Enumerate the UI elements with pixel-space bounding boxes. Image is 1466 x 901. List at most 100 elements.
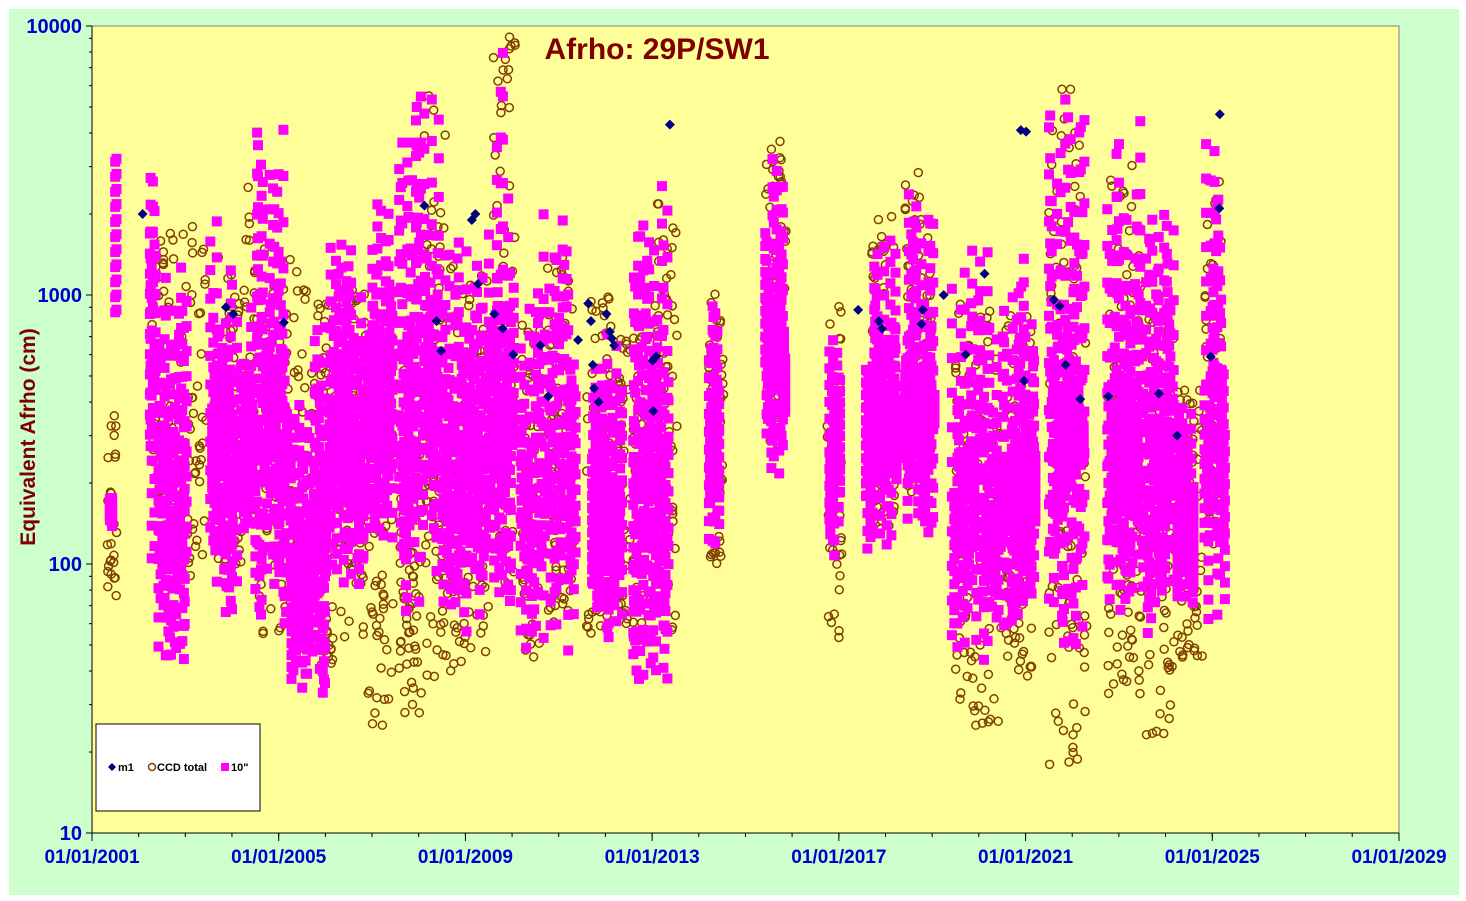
- ten-inch-point: [346, 245, 357, 256]
- ccd-total-point: [111, 590, 121, 601]
- ten-inch-point: [496, 514, 507, 525]
- ten-inch-point: [166, 305, 176, 316]
- ccd-total-point: [886, 211, 897, 222]
- ten-inch-point: [174, 329, 184, 340]
- ccd-total-point: [339, 631, 350, 642]
- ten-inch-point: [256, 204, 266, 215]
- ccd-total-point: [404, 643, 414, 653]
- chart-area: 10 100 1000 10000 01/01/2001 01/01/2005 01/01…: [9, 9, 1459, 895]
- ccd-total-point: [412, 657, 423, 667]
- ten-inch-point: [387, 335, 398, 346]
- ten-inch-point: [181, 496, 192, 507]
- ccd-total-point: [672, 421, 682, 431]
- ten-inch-point: [450, 597, 461, 608]
- ten-inch-point: [211, 576, 222, 587]
- ten-inch-point: [168, 600, 179, 611]
- ccd-total-point: [716, 551, 726, 561]
- ten-inch-point: [418, 519, 428, 530]
- ten-inch-point: [491, 240, 502, 251]
- ten-inch-point: [372, 221, 383, 232]
- ccd-total-point: [1080, 471, 1091, 482]
- ten-inch-point: [397, 258, 408, 269]
- ccd-total-point: [422, 638, 432, 649]
- ccd-total-point: [1197, 651, 1207, 661]
- ten-inch-point: [224, 425, 235, 436]
- ten-inch-point: [205, 522, 216, 533]
- ccd-total-point: [410, 641, 420, 651]
- ten-inch-point: [155, 569, 166, 580]
- ccd-total-point: [488, 52, 499, 63]
- ten-inch-point: [515, 343, 526, 354]
- ccd-total-point: [399, 686, 410, 697]
- ten-inch-point: [225, 595, 236, 606]
- x-minor-ticks: [91, 833, 1400, 837]
- ten-inch-point: [157, 432, 168, 443]
- y-tick-label: 10000: [26, 16, 82, 38]
- ten-inch-point: [483, 229, 494, 240]
- ten-inch-point: [338, 554, 349, 565]
- ten-inch-point: [418, 504, 428, 515]
- ten-inch-point: [257, 250, 268, 261]
- ten-inch-point: [426, 177, 437, 188]
- ten-inch-point: [346, 310, 357, 321]
- ccd-total-point: [258, 628, 268, 639]
- ccd-total-point: [300, 382, 310, 393]
- ten-inch-point: [111, 184, 122, 194]
- ten-inch-point: [146, 455, 157, 466]
- ccd-total-point: [364, 686, 375, 696]
- ten-inch-point: [178, 654, 189, 664]
- ccd-total-point: [388, 598, 398, 609]
- ccd-total-point: [1143, 660, 1154, 670]
- ten-inch-point: [497, 91, 508, 102]
- ten-inch-point: [176, 383, 187, 394]
- ten-inch-point: [153, 641, 164, 652]
- ten-inch-point: [519, 398, 530, 409]
- ten-inch-point: [232, 576, 242, 587]
- ccd-total-point: [650, 300, 660, 311]
- ccd-total-point: [834, 625, 844, 636]
- ccd-total-point: [371, 620, 382, 631]
- ten-inch-point: [166, 615, 176, 626]
- y-tick-label: 100: [49, 554, 82, 576]
- ccd-total-point: [1183, 626, 1193, 636]
- ccd-total-point: [404, 565, 415, 575]
- ten-inch-point: [215, 427, 226, 438]
- ten-inch-point: [257, 287, 268, 298]
- ccd-total-point: [103, 561, 114, 571]
- ten-inch-point: [453, 272, 464, 283]
- ten-inch-point: [477, 302, 488, 313]
- ccd-total-point: [426, 205, 437, 216]
- ten-inch-point: [225, 529, 236, 540]
- ten-inch-point: [426, 219, 437, 230]
- ten-inch-point: [252, 373, 263, 384]
- ten-inch-point: [302, 668, 313, 679]
- ten-inch-point: [146, 553, 157, 564]
- ten-inch-point: [220, 607, 231, 617]
- ten-inch-point: [149, 206, 160, 216]
- ten-inch-point: [505, 464, 515, 475]
- ten-inch-point: [387, 532, 398, 543]
- ten-inch-point: [262, 563, 273, 574]
- ccd-total-point: [372, 630, 382, 641]
- ccd-total-point: [376, 579, 386, 590]
- ccd-total-point: [464, 294, 475, 305]
- ccd-total-point: [1202, 219, 1213, 230]
- ten-inch-point: [181, 421, 192, 432]
- ccd-total-point: [1117, 669, 1127, 679]
- ten-inch-point: [153, 554, 164, 564]
- ccd-total-point: [1167, 661, 1177, 672]
- ten-inch-point: [179, 461, 190, 472]
- ten-inch-point: [150, 269, 161, 280]
- ccd-total-point: [1191, 607, 1202, 617]
- ten-inch-point: [149, 239, 160, 250]
- ten-inch-point: [107, 493, 118, 503]
- ccd-total-point: [1050, 708, 1061, 718]
- ccd-total-point: [344, 616, 354, 626]
- ten-inch-point: [111, 229, 122, 240]
- ten-inch-point: [354, 564, 364, 575]
- ten-inch-point: [545, 596, 556, 607]
- ten-inch-point: [294, 400, 305, 410]
- ten-inch-point: [378, 530, 389, 541]
- ccd-total-point: [1127, 635, 1138, 645]
- ccd-total-point: [557, 592, 567, 603]
